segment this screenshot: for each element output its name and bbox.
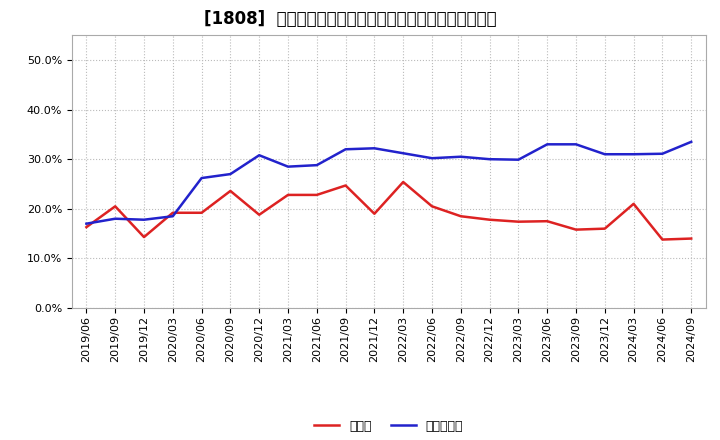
現預金 xyxy=(82,224,91,230)
現預金 xyxy=(111,204,120,209)
有利子負債 xyxy=(658,151,667,156)
有利子負債 xyxy=(255,153,264,158)
現預金 xyxy=(428,204,436,209)
現預金 xyxy=(370,211,379,216)
有利子負債 xyxy=(168,213,177,219)
有利子負債 xyxy=(370,146,379,151)
有利子負債 xyxy=(312,162,321,168)
現預金 xyxy=(197,210,206,216)
現預金 xyxy=(600,226,609,231)
現預金 xyxy=(514,219,523,224)
現預金 xyxy=(543,219,552,224)
現預金 xyxy=(140,235,148,240)
有利子負債 xyxy=(284,164,292,169)
有利子負債 xyxy=(140,217,148,222)
現預金 xyxy=(658,237,667,242)
現預金 xyxy=(485,217,494,222)
有利子負債 xyxy=(197,176,206,181)
有利子負債 xyxy=(456,154,465,159)
有利子負債 xyxy=(341,147,350,152)
有利子負債 xyxy=(687,139,696,144)
有利子負債 xyxy=(226,172,235,177)
現預金 xyxy=(226,188,235,194)
現預金 xyxy=(456,213,465,219)
現預金 xyxy=(341,183,350,188)
有利子負債 xyxy=(428,156,436,161)
現預金 xyxy=(572,227,580,232)
Legend: 現預金, 有利子負債: 現預金, 有利子負債 xyxy=(315,420,463,433)
Title: [1808]  現預金、有利子負債の総資産に対する比率の推移: [1808] 現預金、有利子負債の総資産に対する比率の推移 xyxy=(204,10,497,28)
有利子負債 xyxy=(82,221,91,226)
現預金 xyxy=(687,236,696,241)
有利子負債 xyxy=(485,157,494,162)
現預金 xyxy=(255,212,264,217)
現預金 xyxy=(168,210,177,216)
有利子負債 xyxy=(399,150,408,156)
有利子負債 xyxy=(514,157,523,162)
有利子負債 xyxy=(111,216,120,221)
Line: 有利子負債: 有利子負債 xyxy=(86,142,691,224)
有利子負債 xyxy=(543,142,552,147)
有利子負債 xyxy=(572,142,580,147)
現預金 xyxy=(312,192,321,198)
現預金 xyxy=(629,201,638,206)
現預金 xyxy=(399,180,408,185)
有利子負債 xyxy=(600,152,609,157)
有利子負債 xyxy=(629,152,638,157)
Line: 現預金: 現預金 xyxy=(86,182,691,239)
現預金 xyxy=(284,192,292,198)
